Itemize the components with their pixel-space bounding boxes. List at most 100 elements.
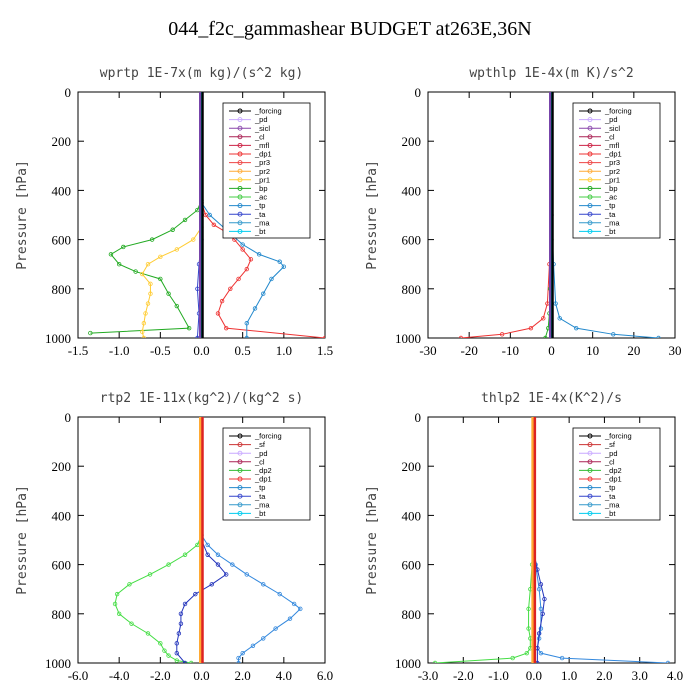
data-point xyxy=(273,626,278,631)
x-tick-label: -20 xyxy=(460,343,477,358)
legend-entry: _ta xyxy=(604,210,616,219)
y-tick-label: 0 xyxy=(65,410,72,425)
data-point xyxy=(191,237,196,242)
x-tick-label: 4.0 xyxy=(667,668,683,683)
data-point xyxy=(656,335,661,338)
data-point xyxy=(209,582,214,587)
y-tick-label: 800 xyxy=(52,607,72,622)
data-point xyxy=(215,562,221,567)
legend-entry: _cl xyxy=(254,132,265,141)
legend-entry: _ma xyxy=(604,218,620,227)
legend-marker xyxy=(587,151,593,157)
data-point xyxy=(287,616,293,621)
legend-entry: _pd xyxy=(254,115,268,124)
legend-entry: _bt xyxy=(604,227,616,236)
legend-marker xyxy=(237,160,243,166)
legend: _forcing_sf_pd_cl_dp2_dp1_tp_ta_ma_bt xyxy=(572,427,661,521)
data-point xyxy=(240,247,245,252)
y-tick-label: 0 xyxy=(65,85,72,100)
y-tick-label: 200 xyxy=(52,459,72,474)
data-point xyxy=(166,653,171,658)
legend-marker xyxy=(587,142,593,148)
legend-entry: _mfl xyxy=(254,141,270,150)
data-point xyxy=(236,276,241,282)
legend-entry: _ma xyxy=(254,500,270,509)
data-point xyxy=(250,643,256,648)
legend-entry: _bt xyxy=(254,227,266,236)
x-tick-label: 30 xyxy=(669,343,682,358)
panel-title: thlp2 1E-4x(K^2)/s xyxy=(481,391,622,406)
y-tick-label: 800 xyxy=(402,282,422,297)
data-point xyxy=(244,335,249,338)
panel-title: wprtp 1E-7x(m kg)/(s^2 kg) xyxy=(100,66,304,81)
x-tick-label: -2.0 xyxy=(453,668,474,683)
data-point xyxy=(281,264,287,269)
data-point xyxy=(228,286,233,291)
data-point xyxy=(182,660,188,663)
legend-entry: _tp xyxy=(254,201,265,210)
data-point xyxy=(182,552,188,557)
data-point xyxy=(195,335,200,338)
y-tick-label: 800 xyxy=(52,282,72,297)
legend-entry: _pr1 xyxy=(604,175,620,184)
data-point xyxy=(559,655,565,661)
y-tick-label: 0 xyxy=(415,410,422,425)
x-tick-label: -30 xyxy=(419,343,436,358)
legend-marker xyxy=(237,442,243,448)
data-point xyxy=(230,562,235,567)
data-point xyxy=(182,217,188,223)
legend-marker xyxy=(587,177,593,183)
legend-marker xyxy=(587,493,593,499)
legend-entry: _pd xyxy=(604,115,618,124)
data-point xyxy=(244,572,249,577)
legend-entry: _pr1 xyxy=(254,175,270,184)
y-tick-label: 400 xyxy=(52,183,72,198)
data-point xyxy=(162,648,167,653)
x-tick-label: -10 xyxy=(502,343,519,358)
legend-marker xyxy=(587,220,593,226)
legend-marker xyxy=(237,510,243,516)
data-point xyxy=(541,316,546,321)
data-point xyxy=(145,301,151,306)
data-point xyxy=(499,332,505,337)
data-point xyxy=(148,291,153,296)
legend-entry: _pr2 xyxy=(604,167,620,176)
x-tick-label: 0.0 xyxy=(526,668,542,683)
y-axis-label: Pressure [hPa] xyxy=(365,485,380,595)
legend-marker xyxy=(237,502,243,508)
data-point xyxy=(526,606,531,612)
legend-marker xyxy=(237,228,243,234)
data-point xyxy=(611,332,616,337)
legend-marker xyxy=(587,211,593,217)
chart-panel-4: thlp2 1E-4x(K^2)/s Pressure [hPa] -3.0 -2.0… xyxy=(365,391,683,683)
x-tick-label: 2.0 xyxy=(235,668,251,683)
legend-marker xyxy=(587,203,593,209)
series-group xyxy=(88,92,325,338)
legend-marker xyxy=(587,485,593,491)
legend-marker xyxy=(237,467,243,473)
legend: _forcing_pd_sicl_cl_mfl_dp1_pr3_pr2_pr1_… xyxy=(572,102,661,239)
data-point xyxy=(665,660,671,663)
data-point xyxy=(158,641,163,646)
data-point xyxy=(236,655,241,661)
legend-marker xyxy=(237,185,243,191)
legend: _forcing_pd_sicl_cl_mfl_dp1_pr3_pr2_pr1_… xyxy=(222,102,311,239)
y-tick-label: 600 xyxy=(52,233,72,248)
data-point xyxy=(291,601,297,607)
legend-marker xyxy=(237,117,243,123)
y-tick-label: 400 xyxy=(402,183,422,198)
series-line-tp xyxy=(201,92,285,338)
y-tick-label: 1000 xyxy=(395,656,421,671)
legend-marker xyxy=(587,510,593,516)
data-point xyxy=(510,655,515,661)
legend-marker xyxy=(587,433,593,439)
legend-marker xyxy=(587,134,593,140)
data-point xyxy=(178,611,184,616)
legend-marker xyxy=(587,442,593,448)
data-point xyxy=(574,325,579,331)
data-point xyxy=(215,552,221,557)
legend-entry: _dp2 xyxy=(254,466,272,475)
data-point xyxy=(277,259,282,264)
chart-panel-1: wprtp 1E-7x(m kg)/(s^2 kg) Pressure [hPa]… xyxy=(15,66,333,358)
legend-entry: _pd xyxy=(254,449,268,458)
